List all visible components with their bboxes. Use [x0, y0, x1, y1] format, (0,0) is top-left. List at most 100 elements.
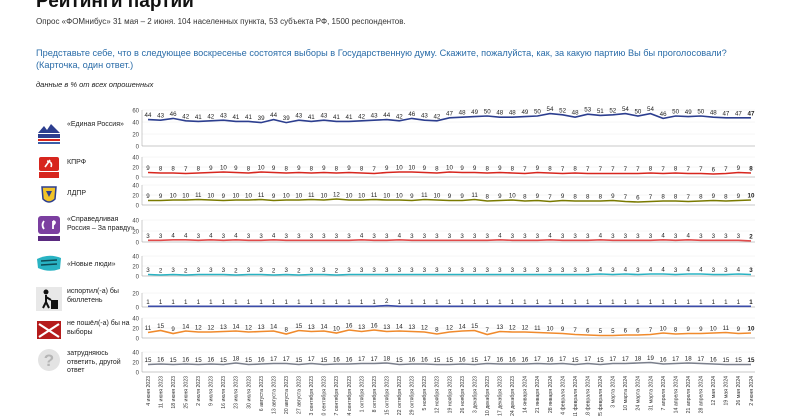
data-label: 16 [496, 357, 503, 364]
data-label: 3 [561, 233, 565, 240]
y-tick-label: 40 [132, 155, 139, 161]
x-tick-label: 16 июля 2023 [221, 376, 227, 409]
data-label: 17 [609, 356, 616, 363]
data-label: 14 [459, 324, 466, 331]
data-label: 2 [184, 268, 188, 275]
data-label: 1 [410, 299, 414, 306]
series-line [147, 273, 752, 276]
data-label: 8 [674, 194, 678, 201]
data-label: 13 [258, 324, 265, 331]
data-label: 51 [597, 108, 604, 115]
data-label: 4 [661, 267, 665, 274]
data-label: 3 [247, 267, 251, 274]
data-label: 10 [710, 326, 717, 333]
data-label: 8 [197, 166, 201, 173]
data-label: 15 [471, 323, 478, 330]
data-label: 50 [534, 109, 541, 116]
series-panel-5: 0 20 1 1 1 1 1 1 1 1 1 1 1 1 1 1 1 1 1 1 1 2 1 1 1 1 1 1 1 1 1 1 1 1 1 1 1 1 1… [132, 291, 755, 311]
data-label: 49 [521, 109, 528, 116]
data-label: 9 [460, 165, 464, 172]
data-label: 10 [245, 193, 252, 200]
x-tick-label: 19 ноября 2023 [447, 376, 453, 413]
data-label: 43 [157, 113, 164, 120]
data-label: 16 [408, 357, 415, 364]
series-line [147, 361, 751, 366]
data-label: 3 [712, 267, 716, 274]
x-tick-label: 26 ноября 2023 [460, 376, 466, 413]
y-tick-label: 0 [136, 203, 140, 209]
data-label: 3 [624, 233, 628, 240]
data-label: 9 [473, 165, 477, 172]
data-label: 15 [433, 357, 440, 364]
y-tick-label: 20 [132, 264, 139, 270]
data-label: 41 [308, 114, 315, 121]
data-label: 46 [170, 111, 177, 118]
data-label: 1 [485, 299, 489, 306]
data-label: 4 [209, 232, 213, 239]
data-label: 42 [182, 113, 189, 120]
data-label: 6 [636, 195, 640, 202]
data-label: 3 [523, 233, 527, 240]
data-label: 7 [686, 166, 690, 173]
x-tick-label: 28 января 2024 [548, 376, 554, 413]
data-label: 1 [259, 299, 263, 306]
data-label: 1 [737, 299, 741, 306]
data-label: 3 [385, 233, 389, 240]
x-tick-label: 4 февраля 2024 [560, 376, 566, 415]
data-label: 4 [686, 232, 690, 239]
series-panel-4: 0 20 40 3 2 3 2 3 3 3 2 3 3 2 3 2 3 3 2 3 3 3 3 3 3 3 3 3 3 3 3 3 3 3 3 3 3 3… [132, 254, 755, 280]
data-label: 13 [358, 324, 365, 331]
data-label: 11 [308, 192, 315, 199]
data-label: 11 [723, 325, 730, 332]
data-label: 17 [358, 356, 365, 363]
data-label: 44 [270, 112, 277, 119]
y-tick-label: 60 [132, 108, 139, 114]
x-tick-label: 21 апреля 2024 [686, 376, 692, 413]
data-label: 1 [247, 299, 251, 306]
x-tick-label: 18 июня 2023 [171, 376, 177, 409]
data-label: 54 [547, 106, 554, 113]
data-label: 4 [548, 232, 552, 239]
data-label: 44 [145, 112, 152, 119]
x-tick-label: 12 мая 2024 [711, 376, 717, 406]
data-label: 10 [408, 165, 415, 172]
data-label: 3 [410, 233, 414, 240]
party-label-not-voting: не пошёл(-а) бы на выборы [67, 320, 130, 336]
series-panel-3: 0 20 40 3 3 4 4 3 4 3 4 3 3 4 3 3 3 3 3 3 4 3 3 4 3 3 3 3 3 3 3 4 3 3 3 4 3 3… [132, 218, 755, 246]
y-tick-label: 0 [136, 305, 140, 311]
data-label: 6 [624, 328, 628, 335]
data-label: 3 [511, 233, 515, 240]
survey-question: Представьте себе, что в следующее воскре… [36, 48, 727, 70]
data-label: 5 [599, 328, 603, 335]
x-tick-label: 25 июня 2023 [184, 376, 190, 409]
data-label: 1 [146, 299, 150, 306]
data-label: 3 [435, 233, 439, 240]
data-label: 4 [171, 232, 175, 239]
data-label: 3 [561, 267, 565, 274]
series-panel-0: 0 20 40 60 44 43 46 42 41 42 43 41 41 39 44 39 43 41 43 41 4… [132, 106, 755, 150]
data-label: 13 [220, 324, 227, 331]
data-label: 3 [485, 267, 489, 274]
data-label: 16 [421, 357, 428, 364]
data-label: 41 [346, 114, 353, 121]
data-label: 16 [333, 357, 340, 364]
data-label: 12 [421, 325, 428, 332]
party-label-kprf: КПРФ [67, 159, 87, 166]
data-label: 1 [159, 299, 163, 306]
data-label: 12 [446, 325, 453, 332]
data-label: 12 [509, 325, 516, 332]
data-label: 42 [207, 113, 214, 120]
y-tick-label: 40 [132, 350, 139, 356]
data-label: 3 [473, 233, 477, 240]
data-label: 17 [534, 356, 541, 363]
data-label: 54 [647, 106, 654, 113]
data-label: 43 [295, 113, 302, 120]
data-label: 17 [584, 356, 591, 363]
data-label: 17 [484, 356, 491, 363]
data-label: 12 [245, 325, 252, 332]
data-label: 42 [396, 113, 403, 120]
y-tick-label: 20 [132, 193, 139, 199]
series-line [148, 304, 751, 308]
data-label: 4 [661, 232, 665, 239]
